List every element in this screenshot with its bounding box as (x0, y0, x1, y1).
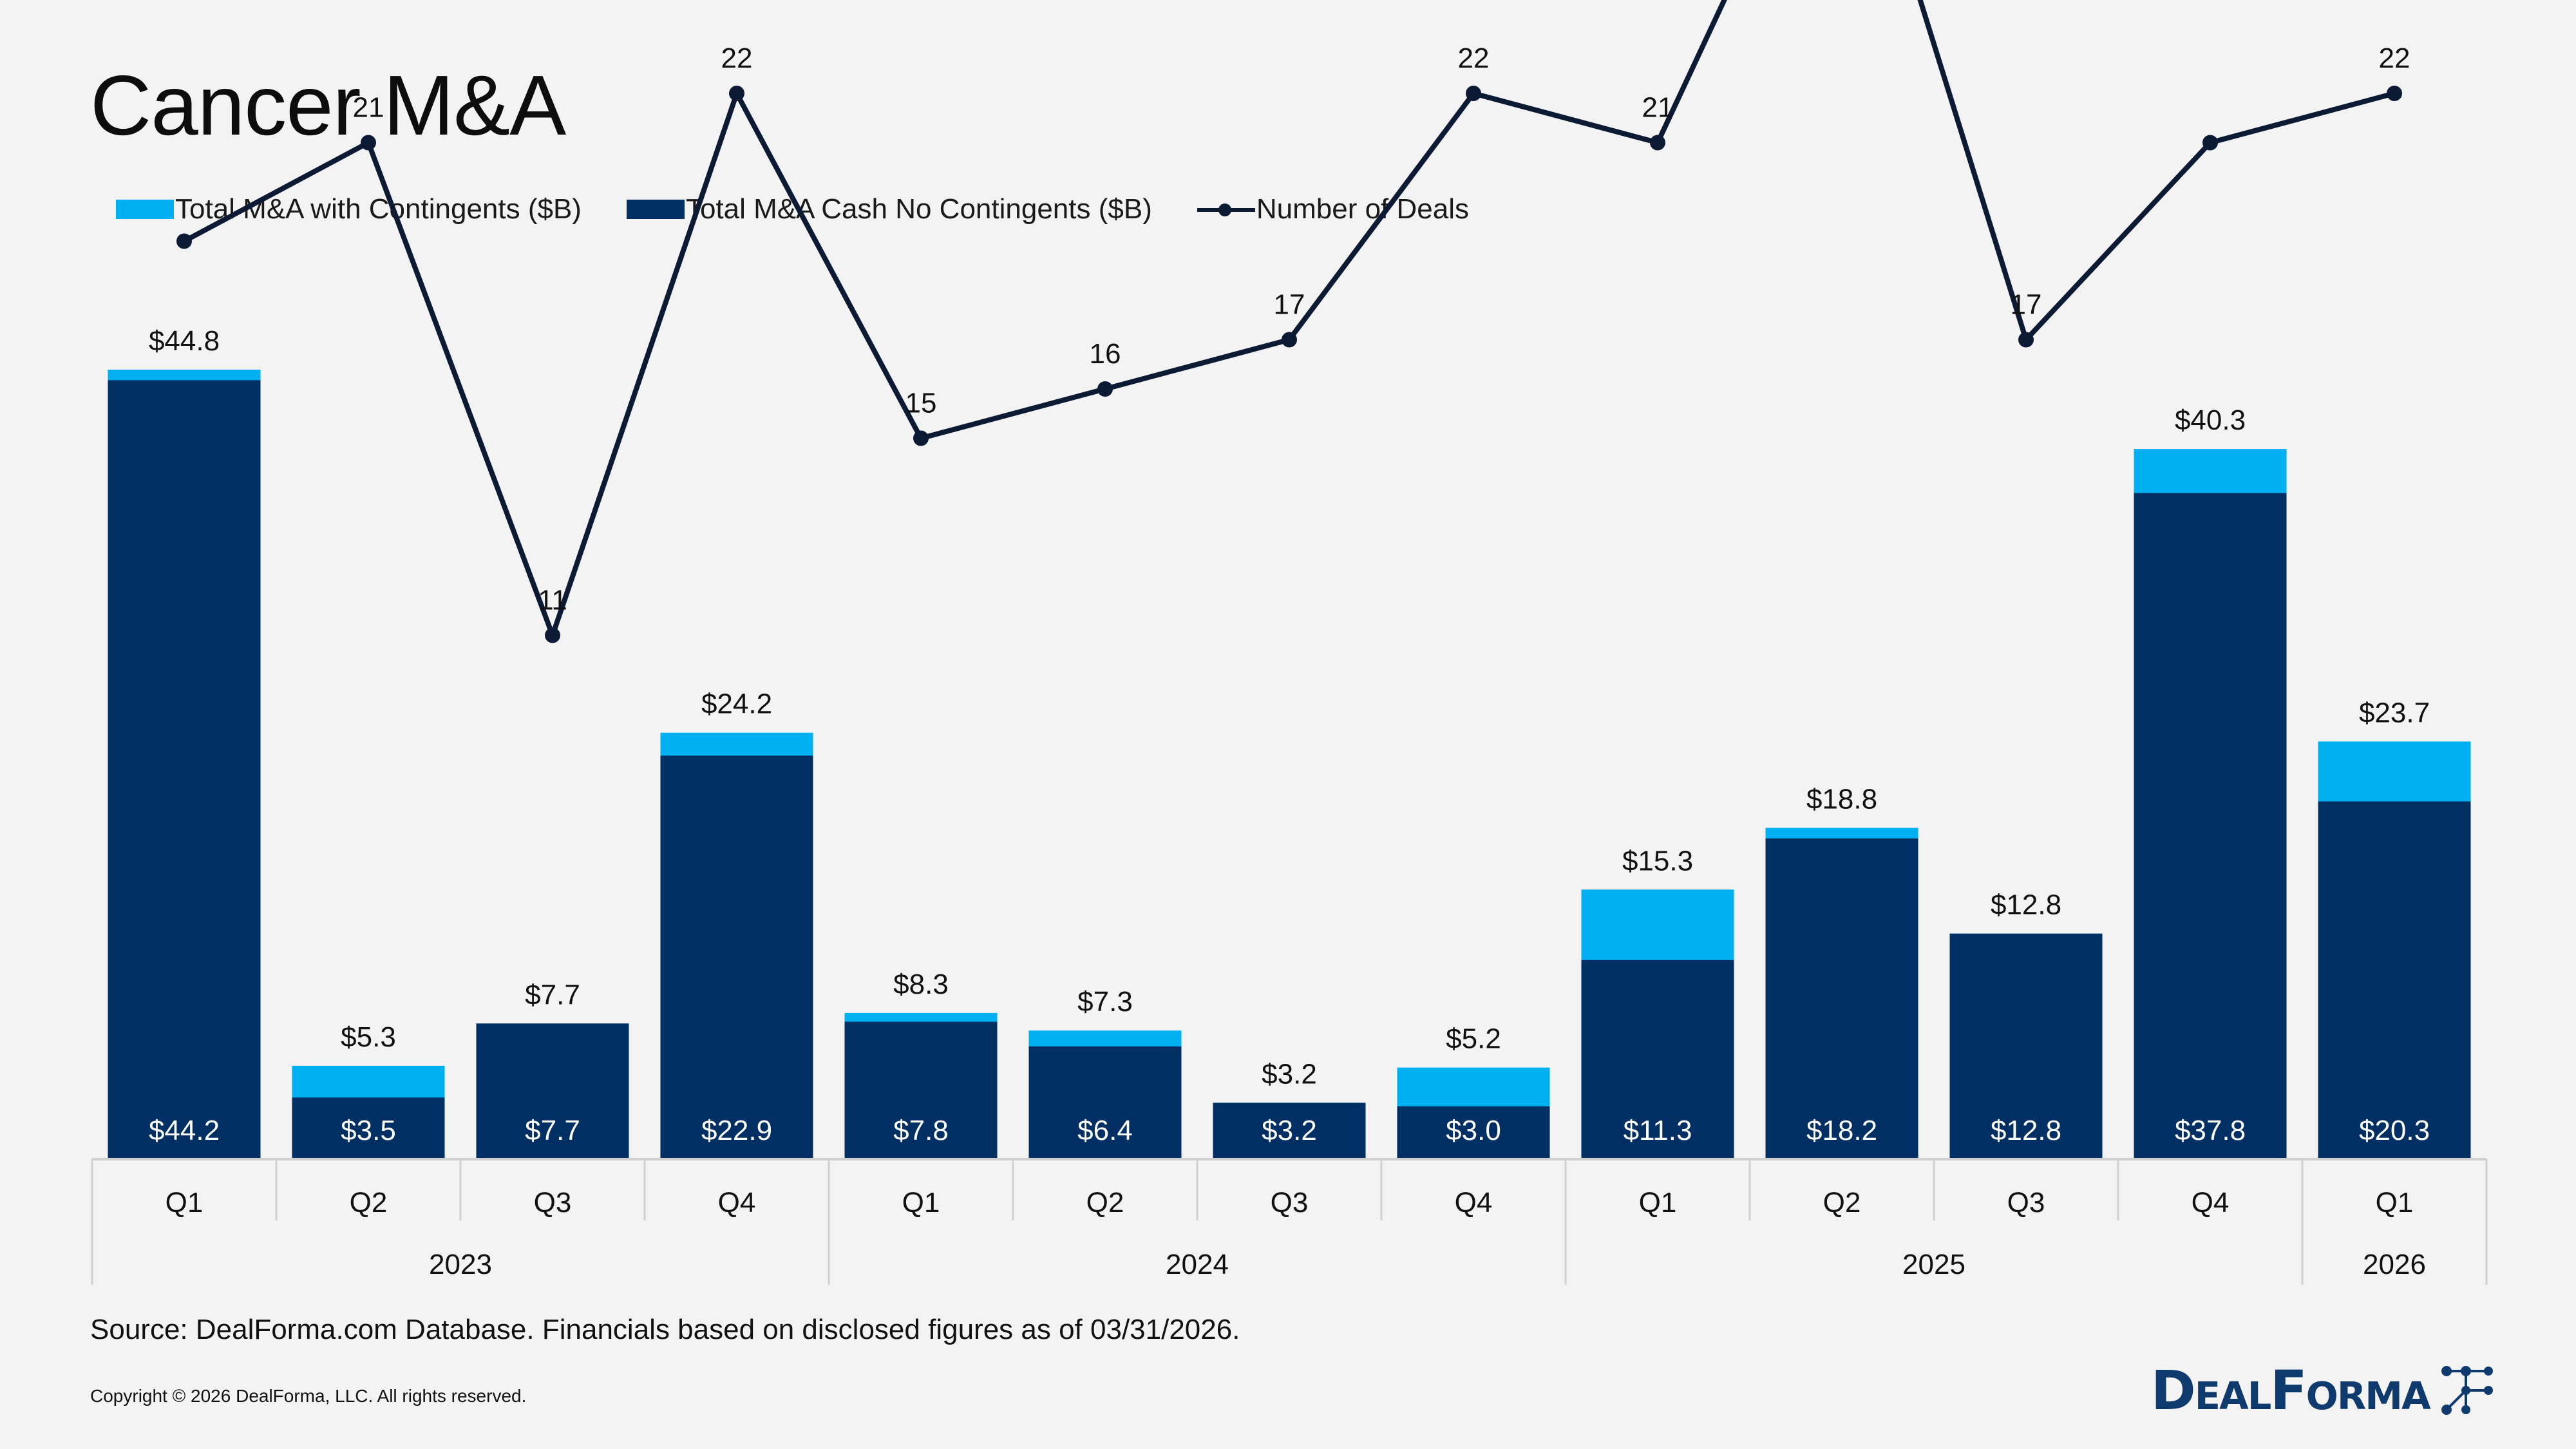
bar-cash-1 (292, 1097, 445, 1159)
deals-label-1: 21 (353, 92, 384, 124)
bar-cash-label-3: $22.9 (701, 1115, 772, 1146)
bar-cash-8 (1581, 960, 1734, 1159)
bar-total-label-0: $44.8 (149, 325, 220, 357)
bar-total-label-6: $3.2 (1262, 1058, 1317, 1090)
x-tick-label-5: Q2 (1086, 1187, 1124, 1218)
bar-cash-label-9: $18.2 (1806, 1115, 1877, 1146)
deals-label-4: 15 (905, 388, 937, 419)
bar-total-label-2: $7.7 (525, 979, 580, 1010)
x-tick-label-2: Q3 (534, 1187, 572, 1218)
bar-cash-2 (476, 1023, 629, 1159)
bar-total-label-1: $5.3 (341, 1021, 396, 1053)
logo-nodes-icon (2441, 1366, 2493, 1415)
bar-cash-label-12: $20.3 (2359, 1115, 2430, 1146)
x-tick-label-12: Q1 (2376, 1187, 2414, 1218)
bar-total-label-8: $15.3 (1622, 845, 1693, 876)
bar-cash-label-4: $7.8 (893, 1115, 949, 1146)
bar-cash-label-7: $3.0 (1446, 1115, 1501, 1146)
x-tick-label-10: Q3 (2007, 1187, 2045, 1218)
deals-point-2 (545, 627, 560, 643)
dealforma-logo: DealForma (2151, 1359, 2498, 1422)
legend-swatch-contingents (116, 200, 174, 219)
bar-cash-label-10: $12.8 (1991, 1115, 2061, 1146)
bar-cash-9 (1765, 838, 1918, 1159)
legend-swatch-cash (626, 200, 685, 219)
deals-point-3 (729, 86, 744, 101)
bar-total-label-11: $40.3 (2175, 404, 2246, 436)
bar-total-label-7: $5.2 (1446, 1023, 1501, 1055)
legend-item-cash: Total M&A Cash No Contingents ($B) (626, 193, 1152, 225)
year-label-2026: 2026 (2363, 1249, 2426, 1280)
legend-label-deals: Number of Deals (1256, 193, 1469, 225)
deals-point-6 (1282, 332, 1297, 348)
source-note: Source: DealForma.com Database. Financia… (90, 1314, 1240, 1345)
year-label-2025: 2025 (1902, 1249, 1965, 1280)
deals-label-2: 11 (538, 585, 567, 616)
bar-cash-6 (1213, 1103, 1366, 1159)
legend-item-deals: Number of Deals (1197, 193, 1469, 225)
bar-total-label-9: $18.8 (1806, 784, 1877, 815)
bar-cash-11 (2134, 493, 2287, 1159)
bar-cash-10 (1949, 933, 2103, 1159)
deals-point-4 (913, 430, 929, 446)
x-tick-label-6: Q3 (1271, 1187, 1309, 1218)
x-tick-label-7: Q4 (1455, 1187, 1493, 1218)
deals-point-1 (361, 135, 376, 151)
logo-text: DealForma (2151, 1359, 2431, 1422)
x-tick-label-1: Q2 (350, 1187, 388, 1218)
x-tick-label-3: Q4 (718, 1187, 756, 1218)
bar-cash-0 (108, 380, 261, 1159)
bar-cash-label-1: $3.5 (341, 1115, 396, 1146)
bar-cash-label-6: $3.2 (1262, 1115, 1317, 1146)
x-tick-label-0: Q1 (166, 1187, 204, 1218)
year-label-2024: 2024 (1166, 1249, 1229, 1280)
bar-total-label-12: $23.7 (2359, 697, 2430, 728)
bar-cash-3 (660, 755, 813, 1159)
deals-label-6: 17 (1274, 289, 1305, 321)
deals-point-5 (1097, 381, 1113, 397)
bar-cash-4 (844, 1021, 998, 1159)
legend-line-deals (1197, 200, 1255, 219)
copyright-note: Copyright © 2026 DealForma, LLC. All rig… (90, 1386, 527, 1406)
bar-cash-label-11: $37.8 (2175, 1115, 2246, 1146)
bar-total-label-10: $12.8 (1991, 889, 2061, 921)
deals-point-10 (2018, 332, 2034, 348)
deals-label-7: 22 (1458, 43, 1490, 74)
deals-point-7 (1466, 86, 1481, 101)
bar-cash-12 (2318, 801, 2471, 1159)
chart-legend: Total M&A with Contingents ($B) Total M&… (116, 193, 1514, 225)
x-tick-label-11: Q4 (2192, 1187, 2230, 1218)
bar-cash-label-8: $11.3 (1624, 1115, 1692, 1146)
deals-point-8 (1650, 135, 1665, 151)
deals-point-12 (2387, 86, 2402, 101)
deals-point-11 (2202, 135, 2218, 151)
legend-label-cash: Total M&A Cash No Contingents ($B) (685, 193, 1152, 225)
bar-cash-label-5: $6.4 (1077, 1115, 1133, 1146)
x-tick-label-8: Q1 (1639, 1187, 1677, 1218)
page-title: Cancer M&A (90, 58, 566, 153)
bar-total-label-3: $24.2 (701, 688, 772, 720)
x-tick-label-9: Q2 (1823, 1187, 1861, 1218)
deals-label-10: 17 (2011, 289, 2042, 321)
deals-label-12: 22 (2379, 43, 2410, 74)
bar-cash-label-2: $7.7 (525, 1115, 580, 1146)
year-label-2023: 2023 (429, 1249, 492, 1280)
deals-point-0 (176, 233, 192, 249)
bar-cash-label-0: $44.2 (149, 1115, 220, 1146)
bar-cash-7 (1397, 1106, 1550, 1159)
bar-total-label-4: $8.3 (893, 969, 949, 1000)
x-tick-label-4: Q1 (902, 1187, 940, 1218)
deals-label-5: 16 (1090, 338, 1121, 370)
bar-total-label-5: $7.3 (1077, 986, 1133, 1018)
deals-label-3: 22 (721, 43, 753, 74)
deals-label-8: 21 (1642, 92, 1674, 124)
bar-cash-5 (1028, 1046, 1182, 1159)
